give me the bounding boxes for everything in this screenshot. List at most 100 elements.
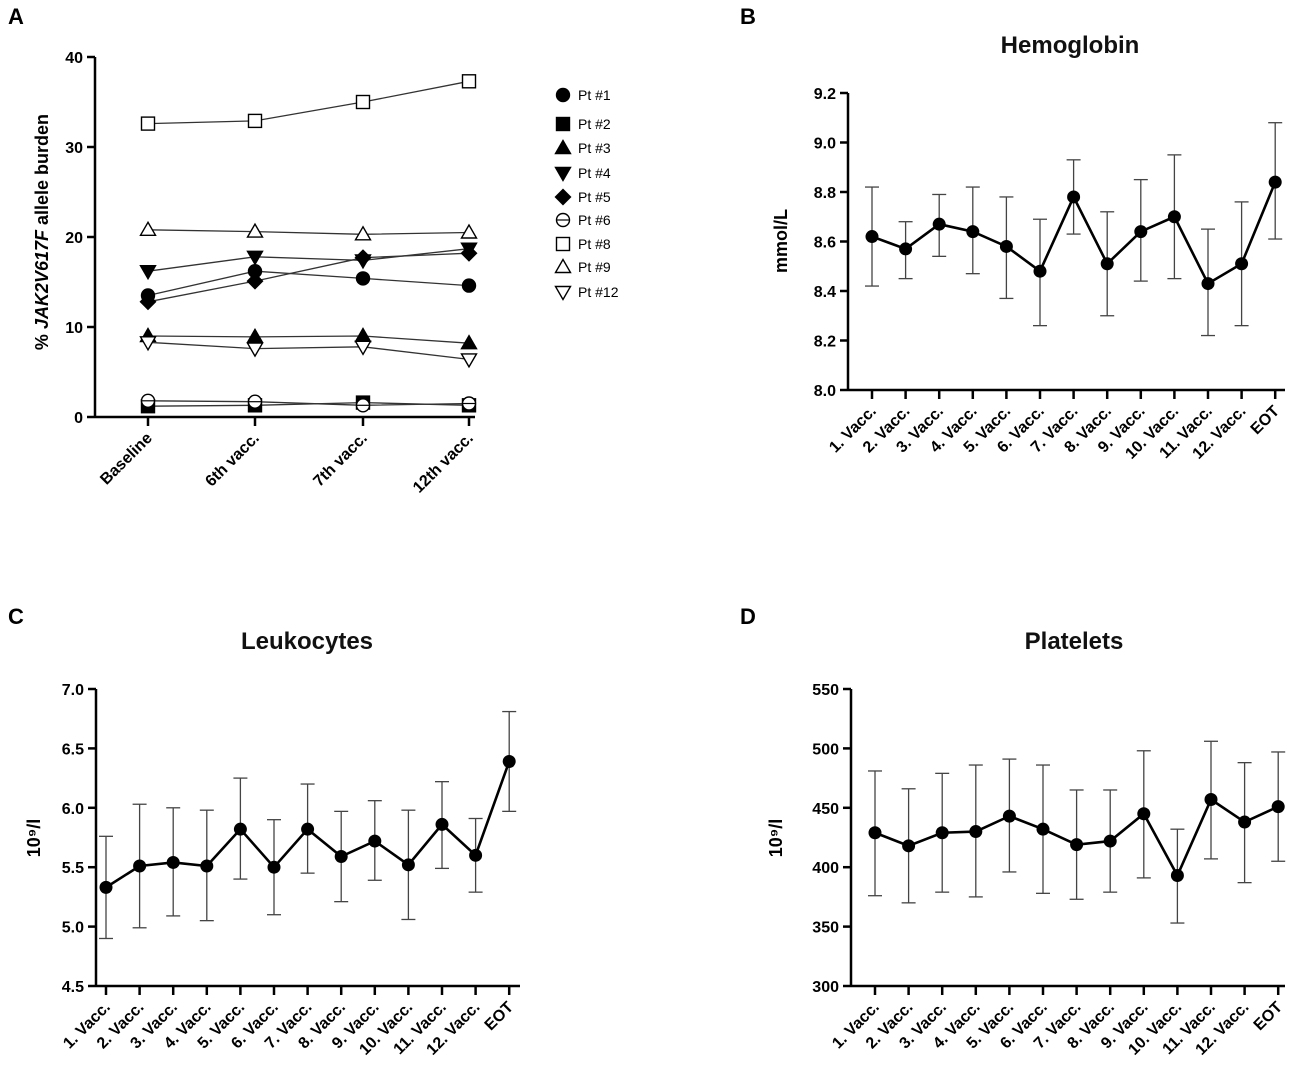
panel-d-y-tick-label: 300 [812, 979, 839, 996]
panel-b-label: B [740, 4, 756, 29]
panel-b-data-point [932, 217, 946, 231]
data-point-pt3 [354, 327, 372, 343]
panel-d-data-point [1002, 809, 1016, 823]
panel-d-data-point [1103, 834, 1117, 848]
series-line-pt-5 [147, 252, 470, 303]
panel-c-data-point [401, 858, 415, 872]
panel-c-data-point [469, 848, 483, 862]
panel-b-data-point [1067, 190, 1081, 204]
panel-a-y-tick-label: 30 [65, 140, 83, 157]
legend-label: Pt #2 [578, 116, 611, 132]
panel-c-data-point [334, 850, 348, 864]
legend-marker [554, 285, 572, 301]
panel-b-data-point [1033, 264, 1047, 278]
legend-marker [555, 236, 571, 252]
data-point-pt8 [461, 74, 477, 89]
panel-b-y-tick-label: 8.0 [814, 383, 836, 400]
data-point-pt1 [461, 278, 477, 293]
panel-c-data-point [133, 859, 147, 873]
panel-c-data-point [368, 834, 382, 848]
panel-c-y-tick-label: 6.5 [62, 741, 84, 758]
panel-c-data-point [435, 817, 449, 831]
panel-a-x-tick-label: Baseline [97, 430, 156, 489]
panel-a-series [139, 74, 478, 414]
panel-a-y-tick-label: 10 [65, 320, 83, 337]
panel-b-axes: 8.08.28.48.68.89.09.21. Vacc.2. Vacc.3. … [814, 86, 1285, 463]
data-point-pt12 [460, 353, 478, 369]
panel-a-x-tick-label: 7th vacc. [310, 430, 370, 490]
panel-b-title: Hemoglobin [1001, 32, 1140, 59]
panel-d-data-point [1271, 800, 1285, 814]
data-point-pt12 [139, 336, 157, 352]
data-point-pt5 [460, 244, 478, 262]
panel-c-data-point [166, 855, 180, 869]
panel-c-data-point [267, 860, 281, 874]
panel-c-y-tick-label: 7.0 [62, 682, 84, 699]
panel-d-data-point [1137, 807, 1151, 821]
data-point-pt3 [246, 327, 264, 344]
legend-label: Pt #8 [578, 236, 611, 252]
panel-b-data-point [865, 230, 879, 244]
panel-d-data-point [935, 826, 949, 840]
series-line-pt-3 [147, 335, 470, 344]
legend-marker [555, 116, 571, 132]
data-point-pt9 [460, 223, 478, 239]
data-point-pt1 [355, 271, 371, 286]
panel-b-x-tick-label: EOT [1248, 403, 1283, 438]
panel-a-x-tick-label: 12th vacc. [410, 430, 477, 497]
panel-b-data-point [1167, 210, 1181, 224]
legend-label: Pt #6 [578, 212, 611, 228]
panel-a-y-tick-label: 0 [74, 410, 83, 427]
panel-c-data-point [200, 859, 214, 873]
panel-d-y-tick-label: 450 [812, 801, 839, 818]
panel-c-label: C [8, 604, 24, 629]
legend-label: Pt #5 [578, 189, 611, 205]
panel-d-data-point [969, 825, 983, 839]
series-line-pt-4 [147, 248, 470, 272]
data-point-pt8 [140, 116, 156, 131]
data-point-pt12 [246, 342, 264, 358]
panel-b-y-tick-label: 8.6 [814, 235, 836, 252]
panel-a-x-tick-label: 6th vacc. [202, 430, 262, 490]
panel-b-y-axis-title: mmol/L [771, 209, 791, 273]
legend-label: Pt #4 [578, 165, 611, 181]
panel-b-y-tick-label: 8.8 [814, 185, 836, 202]
legend-marker [554, 139, 572, 155]
legend-label: Pt #1 [578, 87, 611, 103]
panel-d-y-tick-label: 550 [812, 682, 839, 699]
legend-label: Pt #12 [578, 284, 619, 300]
panel-d-y-axis-title: 10⁹/l [766, 819, 786, 858]
data-point-pt9 [354, 225, 372, 241]
panel-d-series [868, 740, 1286, 924]
series-line-pt-9 [147, 341, 470, 361]
panel-b-data-point [899, 242, 913, 256]
panel-b-data-point [1268, 175, 1282, 189]
legend-label: Pt #9 [578, 259, 611, 275]
panel-b-data-point [1134, 225, 1148, 239]
panel-c-y-tick-label: 5.0 [62, 920, 84, 937]
panel-d-y-tick-label: 400 [812, 860, 839, 877]
panel-d-label: D [740, 604, 756, 629]
panel-c-data-point [301, 822, 315, 836]
panel-d-title: Platelets [1025, 628, 1124, 655]
legend-label: Pt #3 [578, 140, 611, 156]
panel-a-label: A [8, 4, 24, 29]
panel-b-data-point [1235, 257, 1249, 271]
panel-c: C Leukocytes 10⁹/l 4.55.05.56.06.57.01. … [8, 604, 520, 1059]
data-point-pt9 [139, 220, 157, 237]
panel-a-y-axis-title: % JAK2V617F allele burden [32, 114, 52, 350]
panel-b-y-tick-label: 9.0 [814, 136, 836, 153]
series-line-pt-1 [147, 270, 470, 297]
data-point-pt5 [354, 249, 372, 267]
data-point-pt5 [246, 272, 264, 290]
panel-a-y-tick-label: 40 [65, 50, 83, 67]
panel-a-axes: 0 10 20 30 40 Baseline 6th vacc. 7th vacc. 12th … [65, 50, 477, 497]
panel-d-data-point [902, 839, 916, 853]
legend-marker [554, 258, 572, 274]
panel-c-title: Leukocytes [241, 628, 373, 655]
legend-marker [555, 87, 571, 103]
